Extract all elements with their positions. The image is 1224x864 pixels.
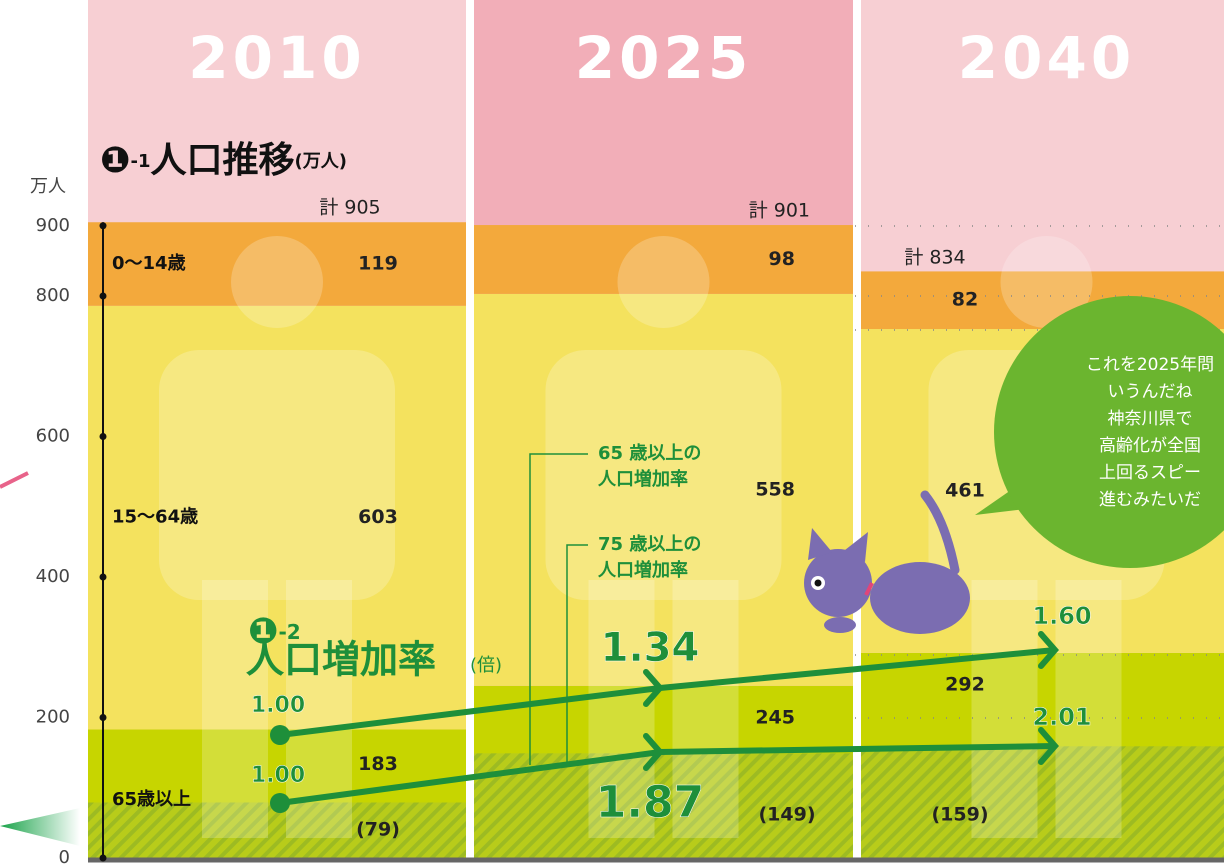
silhouette [588, 580, 655, 838]
value-label: 292 [945, 673, 985, 695]
y-tick-label: 0 [59, 847, 70, 864]
bubble-text: 高齢化が全国 [1099, 436, 1201, 456]
sub-value-label: (149) [758, 804, 815, 826]
title-part: ❶ [248, 611, 278, 652]
column-bg [88, 0, 466, 130]
growth-value: 1.34 [601, 625, 700, 671]
series-label: 0〜14歳 [112, 253, 186, 274]
arrow-head [1038, 631, 1059, 669]
bracket [529, 453, 588, 765]
value-label: 119 [358, 253, 398, 275]
growth-name: 75 歳以上の [598, 534, 701, 555]
bar-segment [88, 305, 466, 730]
growth-name: 人口増加率 [597, 559, 688, 581]
silhouette [1055, 580, 1122, 838]
cat [804, 549, 872, 617]
title-part: (万人) [295, 151, 347, 172]
sub-value-label: (79) [356, 819, 400, 841]
cat [814, 579, 822, 587]
y-tick [99, 292, 107, 300]
silhouette [202, 580, 268, 838]
cat [864, 582, 874, 596]
y-tick [99, 714, 107, 721]
year-label: 2025 [575, 24, 752, 92]
year-label: 2040 [958, 24, 1135, 92]
silhouette [971, 580, 1038, 838]
cat [808, 528, 832, 560]
y-unit: 万人 [30, 176, 66, 197]
growth-value: 1.00 [251, 763, 305, 788]
total-label: 計 834 [904, 247, 965, 269]
bar-segment [88, 222, 466, 306]
y-tick [99, 573, 107, 581]
bubble-text: これを2025年問 [1086, 355, 1214, 375]
cat [870, 562, 970, 634]
silhouette [545, 350, 782, 600]
growth-dot [270, 793, 290, 813]
cat [845, 532, 868, 562]
bubble-text: いうんだね [1108, 382, 1193, 402]
growth-value: 1.87 [596, 777, 705, 828]
bar-hatch [861, 746, 1224, 858]
value-label: 558 [755, 478, 795, 500]
bubble-text: 神奈川県で [1108, 409, 1193, 429]
title-part: -1 [130, 151, 150, 172]
y-tick [99, 222, 107, 230]
title-part: 人口推移 [150, 140, 294, 181]
decor-line [0, 471, 29, 489]
growth-unit: (倍) [470, 655, 502, 676]
value-label: 245 [755, 706, 795, 728]
sub-value-label: (159) [931, 804, 988, 826]
bar-segment [474, 293, 853, 686]
cat [920, 490, 960, 575]
title-part: ❶ [100, 140, 130, 181]
total-label: 計 901 [749, 200, 810, 222]
value-label: 82 [952, 289, 978, 311]
growth-title: 人口増加率 [246, 638, 436, 682]
silhouette [159, 350, 395, 600]
value-label: 603 [358, 506, 398, 528]
silhouette [672, 580, 739, 838]
cat [824, 617, 856, 633]
y-tick-label: 900 [36, 215, 70, 236]
arrow-head [1038, 727, 1059, 765]
series-label: 65歳以上 [112, 789, 191, 810]
growth-value: 1.60 [1032, 602, 1091, 630]
arrow-head [643, 669, 664, 707]
value-label: 98 [769, 248, 795, 270]
value-label: 461 [945, 479, 985, 501]
year-label: 2010 [188, 24, 365, 92]
y-tick-label: 400 [36, 566, 70, 587]
y-tick-label: 200 [36, 707, 70, 728]
silhouette [617, 236, 710, 328]
growth-value: 2.01 [1032, 703, 1091, 731]
growth-value: 1.00 [251, 693, 305, 718]
decor-arrow [0, 808, 80, 846]
series-label: 15〜64歳 [112, 507, 198, 528]
growth-dot [270, 725, 290, 745]
growth-name: 65 歳以上の [598, 443, 701, 464]
bubble-text: 進むみたいだ [1099, 490, 1201, 510]
silhouette [1000, 236, 1093, 328]
y-tick [99, 433, 107, 440]
total-label: 計 905 [319, 197, 380, 219]
growth-title: ❶-2 [248, 611, 301, 652]
bar-segment [474, 225, 853, 294]
growth-name: 人口増加率 [597, 468, 688, 490]
chart-title: ❶-1人口推移(万人) [100, 140, 347, 181]
bubble [994, 296, 1224, 568]
bracket [566, 544, 588, 765]
y-tick-label: 800 [36, 285, 70, 306]
bubble-text: 上回るスピー [1099, 463, 1201, 483]
title-part: -2 [278, 620, 300, 644]
silhouette [231, 236, 323, 328]
value-label: 183 [358, 753, 398, 775]
arrow-head [643, 733, 664, 771]
y-tick-label: 600 [36, 426, 70, 447]
y-tick [99, 854, 107, 862]
